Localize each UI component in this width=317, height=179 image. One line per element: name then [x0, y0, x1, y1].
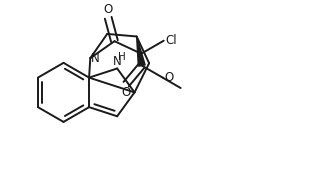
- Text: N: N: [91, 52, 100, 65]
- Text: H: H: [118, 52, 126, 62]
- Text: Cl: Cl: [166, 34, 177, 47]
- Text: N: N: [113, 55, 121, 67]
- Text: O: O: [121, 86, 131, 99]
- Text: O: O: [104, 3, 113, 16]
- Polygon shape: [137, 37, 145, 66]
- Text: O: O: [165, 71, 174, 84]
